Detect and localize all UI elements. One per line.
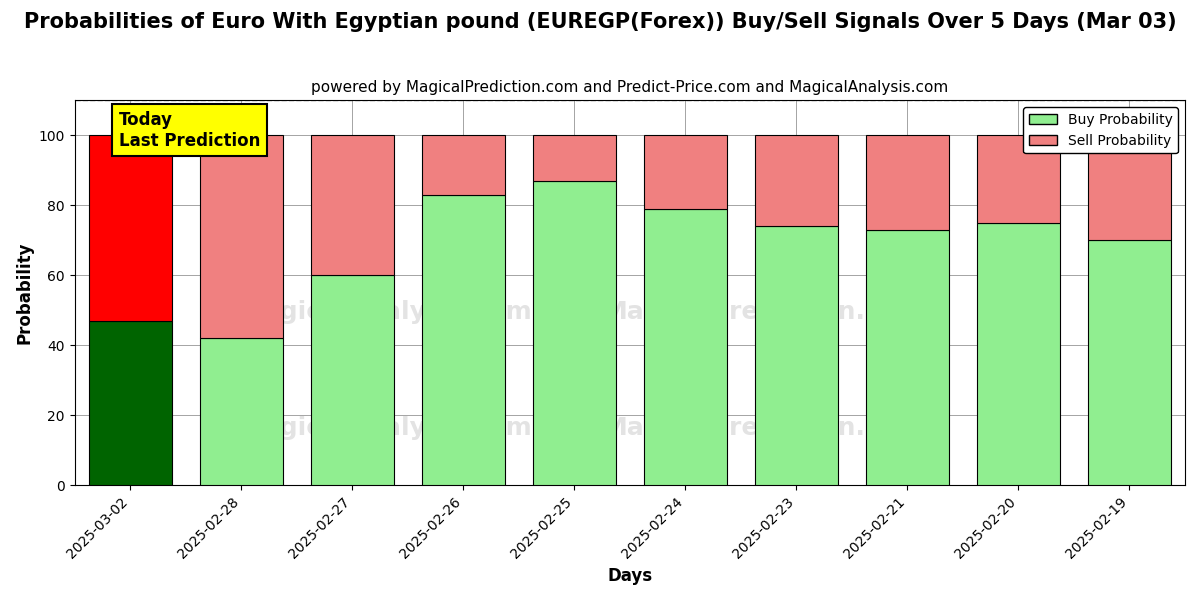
Bar (865, 230, 949, 485)
X-axis label: Days: Days (607, 567, 653, 585)
Text: Probabilities of Euro With Egyptian pound (EUREGP(Forex)) Buy/Sell Signals Over : Probabilities of Euro With Egyptian poun… (24, 12, 1176, 32)
Bar (1088, 136, 1171, 241)
Bar (421, 136, 505, 195)
Bar (89, 136, 172, 321)
Bar (755, 136, 838, 226)
Bar (533, 181, 616, 485)
Bar (311, 275, 394, 485)
Bar (421, 195, 505, 485)
Y-axis label: Probability: Probability (16, 242, 34, 344)
Bar (199, 136, 283, 338)
Title: powered by MagicalPrediction.com and Predict-Price.com and MagicalAnalysis.com: powered by MagicalPrediction.com and Pre… (311, 80, 948, 95)
Bar (643, 136, 727, 209)
Text: MagicalAnalysis.com: MagicalAnalysis.com (239, 300, 533, 324)
Bar (977, 136, 1060, 223)
Text: MagicalAnalysis.com: MagicalAnalysis.com (239, 416, 533, 440)
Bar (755, 226, 838, 485)
Bar (643, 209, 727, 485)
Legend: Buy Probability, Sell Probability: Buy Probability, Sell Probability (1024, 107, 1178, 154)
Text: Today
Last Prediction: Today Last Prediction (119, 111, 260, 149)
Bar (1088, 241, 1171, 485)
Text: MagicalPrediction.com: MagicalPrediction.com (602, 416, 924, 440)
Bar (199, 338, 283, 485)
Bar (533, 136, 616, 181)
Bar (89, 321, 172, 485)
Bar (977, 223, 1060, 485)
Bar (865, 136, 949, 230)
Text: MagicalPrediction.com: MagicalPrediction.com (602, 300, 924, 324)
Bar (311, 136, 394, 275)
